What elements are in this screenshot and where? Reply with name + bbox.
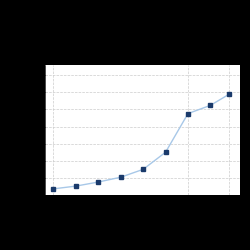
- X-axis label: Human GNL2
Concentration (ng/ml): Human GNL2 Concentration (ng/ml): [104, 214, 181, 228]
- Y-axis label: OD: OD: [16, 125, 22, 135]
